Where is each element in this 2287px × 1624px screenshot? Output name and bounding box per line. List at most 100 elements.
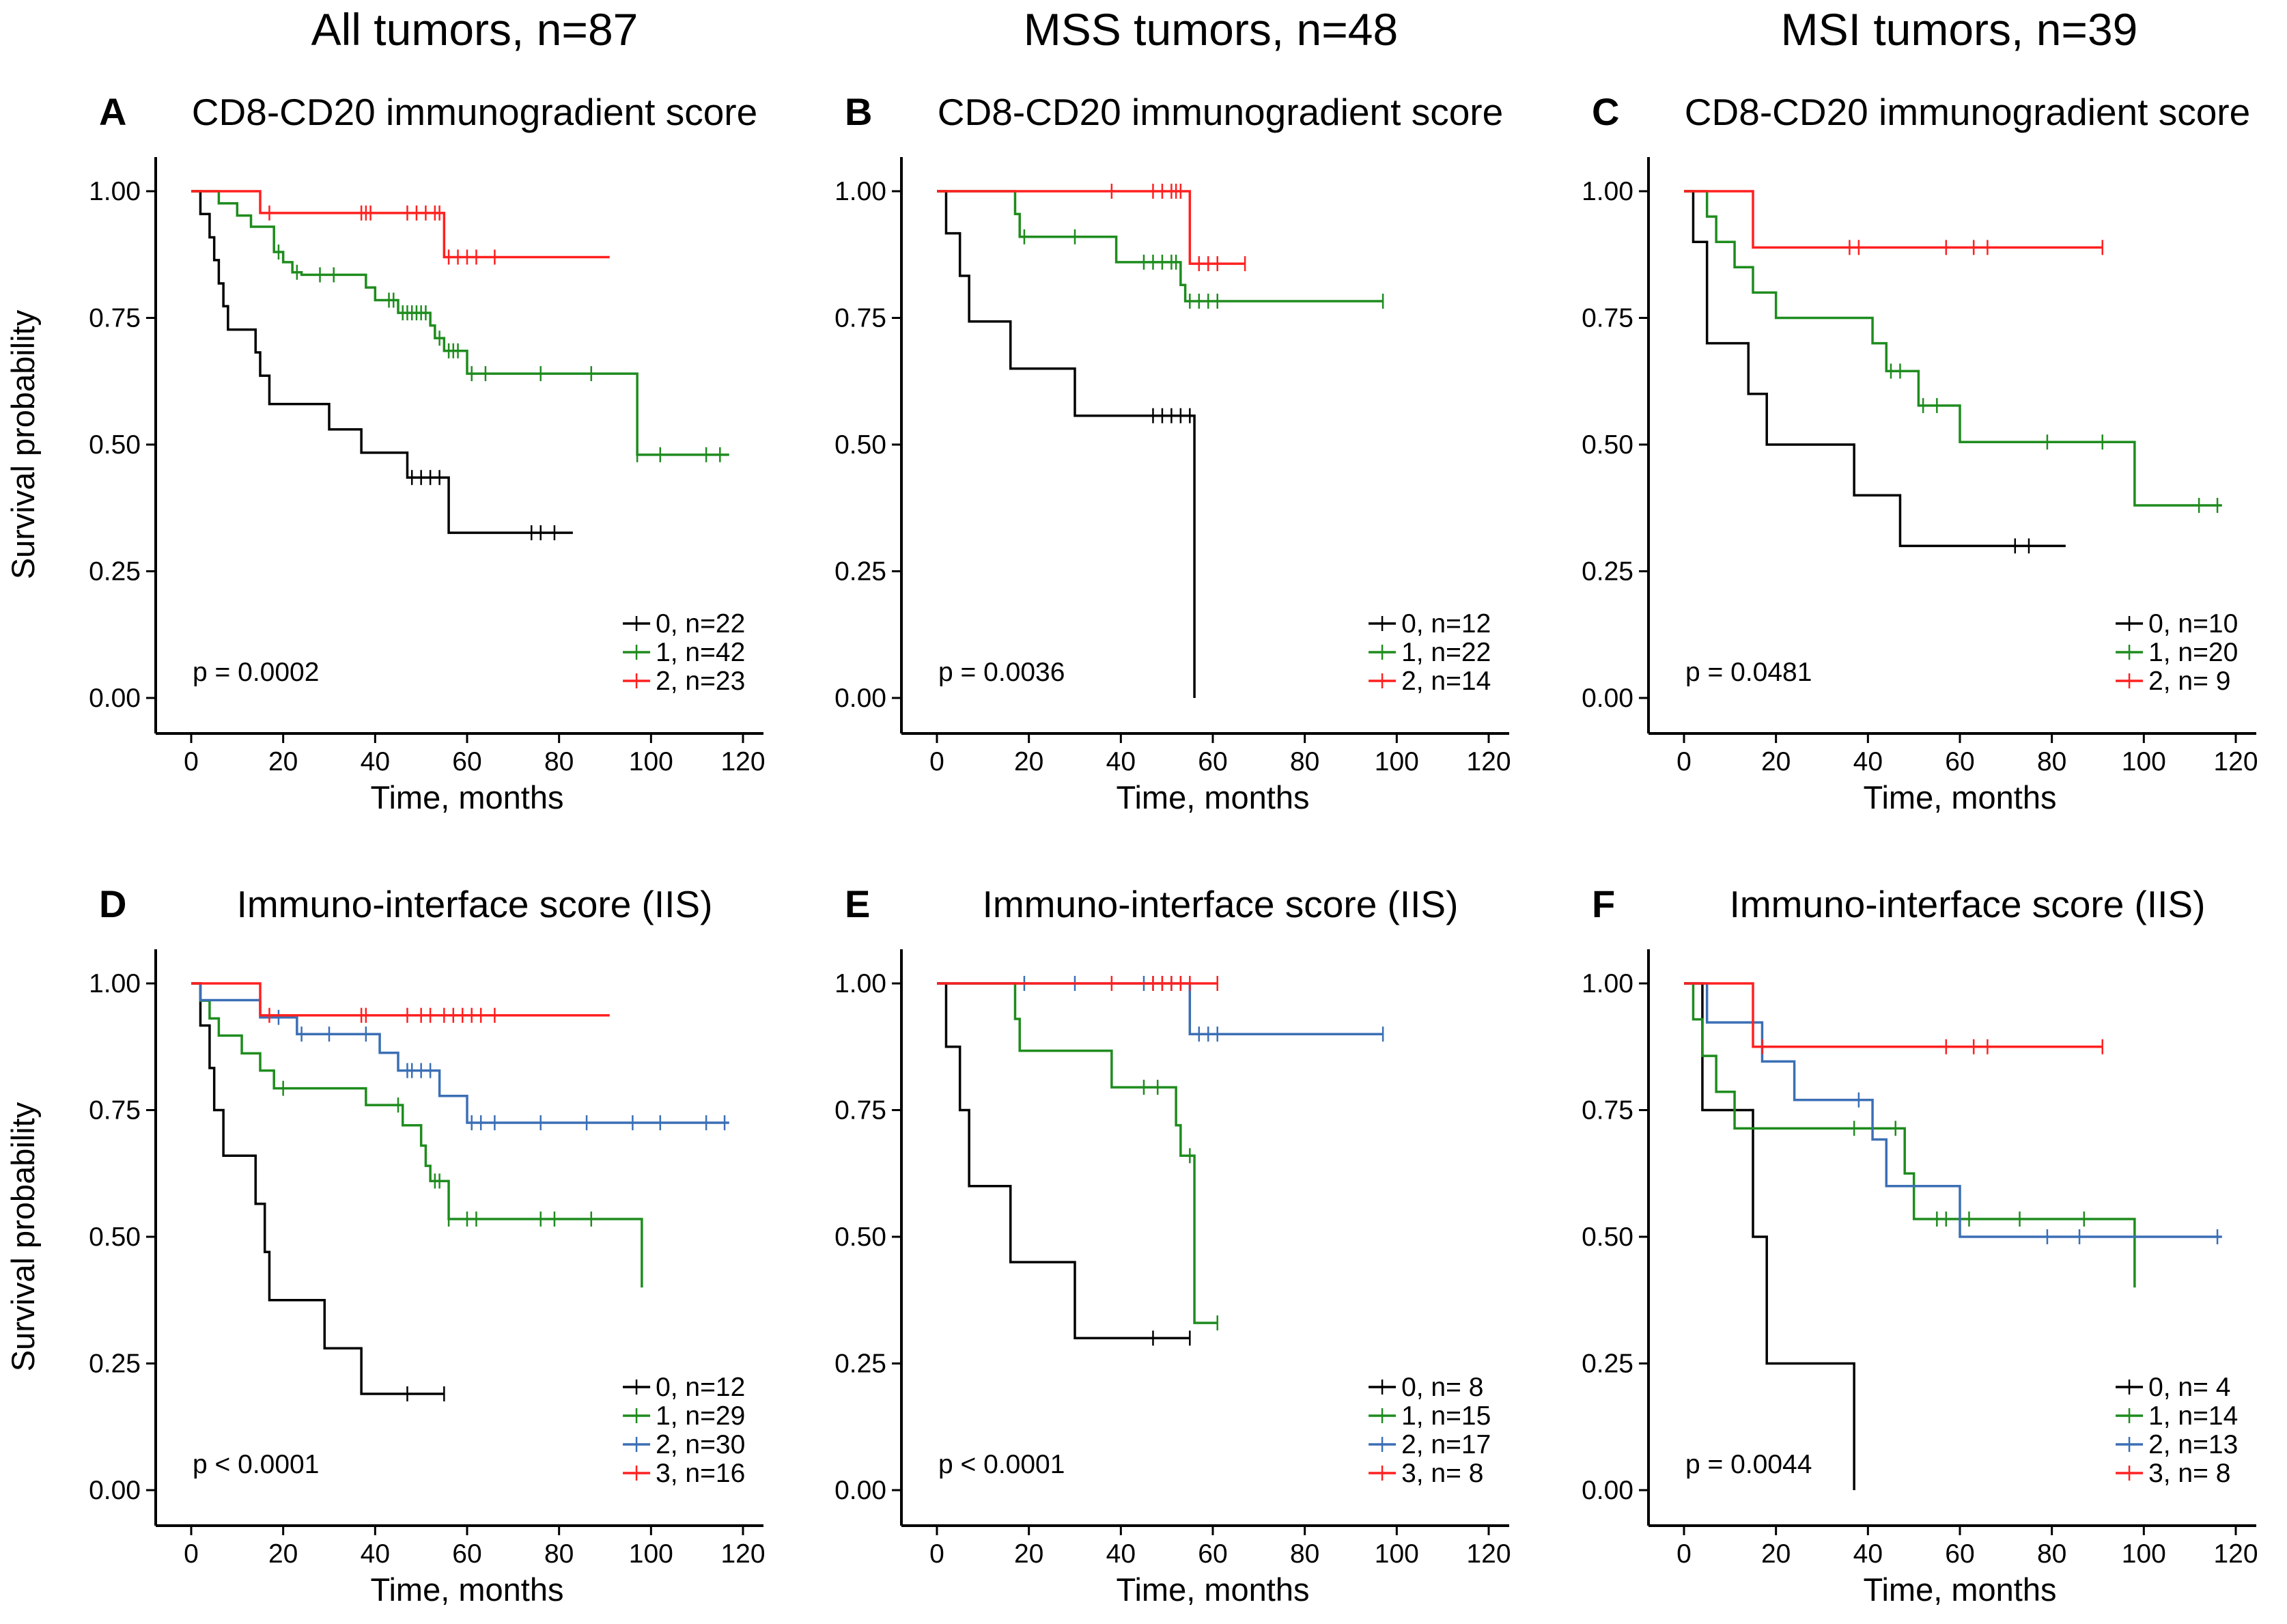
legend-label: 2, n=14 bbox=[1401, 667, 1491, 696]
survival-curve bbox=[191, 190, 610, 259]
x-tick-label: 60 bbox=[1198, 747, 1227, 776]
survival-curve bbox=[191, 190, 729, 456]
column-title-msi: MSI tumors, n=39 bbox=[1781, 4, 2138, 55]
panel-grid: A CD8-CD20 immunogradient score 0.00 0.25 0.… bbox=[5, 90, 2258, 1608]
x-tick-label: 0 bbox=[929, 747, 944, 776]
y-axis-label: Survival probability bbox=[5, 309, 41, 579]
y-tick-label: 0.25 bbox=[834, 1349, 886, 1379]
x-tick-label: 60 bbox=[1198, 1539, 1227, 1569]
survival-curve bbox=[1684, 982, 2103, 1048]
legend-label: 0, n= 4 bbox=[2148, 1373, 2230, 1402]
x-tick-label: 80 bbox=[544, 747, 574, 776]
p-value: p = 0.0036 bbox=[938, 658, 1065, 687]
legend-label: 1, n=22 bbox=[1401, 638, 1491, 667]
legend-label: 0, n=12 bbox=[1401, 609, 1491, 639]
x-tick-label: 120 bbox=[1466, 747, 1511, 776]
x-tick-label: 120 bbox=[720, 1539, 765, 1569]
x-tick-label: 40 bbox=[1106, 747, 1136, 776]
series-1 bbox=[1684, 190, 2222, 514]
x-tick-label: 120 bbox=[1466, 1539, 1511, 1569]
panel-letter: A bbox=[99, 90, 126, 133]
y-tick-label: 1.00 bbox=[1582, 969, 1633, 998]
y-tick-label: 0.50 bbox=[89, 430, 141, 460]
legend-label: 1, n=15 bbox=[1401, 1401, 1491, 1431]
p-value: p < 0.0001 bbox=[938, 1450, 1065, 1479]
x-tick-label: 120 bbox=[720, 747, 765, 776]
x-axis-label: Time, months bbox=[371, 1571, 564, 1608]
series-0 bbox=[937, 982, 1191, 1346]
x-axis-label: Time, months bbox=[371, 779, 564, 815]
survival-curve bbox=[1684, 982, 2136, 1288]
x-tick-label: 60 bbox=[1945, 1539, 1974, 1569]
y-tick-label: 0.50 bbox=[834, 430, 886, 460]
panel-c: C CD8-CD20 immunogradient score 0.00 0.25 0.… bbox=[1582, 90, 2258, 815]
survival-curve bbox=[191, 982, 610, 1017]
y-tick-label: 0.50 bbox=[89, 1222, 141, 1252]
y-tick-label: 1.00 bbox=[1582, 177, 1633, 206]
panel-letter: C bbox=[1592, 90, 1619, 133]
y-tick-label: 0.00 bbox=[834, 684, 886, 713]
survival-curve bbox=[191, 982, 729, 1124]
x-tick-label: 20 bbox=[268, 1539, 298, 1569]
x-tick-label: 40 bbox=[1853, 1539, 1883, 1569]
legend-label: 2, n=30 bbox=[656, 1430, 745, 1459]
survival-curve bbox=[937, 190, 1196, 698]
x-tick-label: 60 bbox=[1945, 747, 1974, 776]
x-axis-label: Time, months bbox=[1864, 779, 2057, 815]
x-tick-label: 20 bbox=[1014, 1539, 1043, 1569]
survival-curve bbox=[937, 190, 1384, 303]
x-tick-label: 20 bbox=[1014, 747, 1043, 776]
survival-curve bbox=[1684, 982, 2222, 1238]
legend-label: 2, n=23 bbox=[656, 667, 745, 696]
x-tick-label: 100 bbox=[1375, 1539, 1419, 1569]
x-tick-label: 0 bbox=[1676, 1539, 1692, 1569]
series-1 bbox=[1684, 982, 2136, 1288]
x-axis-label: Time, months bbox=[1117, 779, 1310, 815]
legend-label: 0, n= 8 bbox=[1401, 1373, 1483, 1402]
x-tick-label: 0 bbox=[929, 1539, 944, 1569]
p-value: p = 0.0044 bbox=[1685, 1450, 1812, 1479]
x-axis-label: Time, months bbox=[1117, 1571, 1310, 1608]
x-tick-label: 80 bbox=[1290, 1539, 1319, 1569]
legend-label: 3, n= 8 bbox=[1401, 1459, 1483, 1488]
x-axis-label: Time, months bbox=[1864, 1571, 2057, 1608]
panel-title: CD8-CD20 immunogradient score bbox=[1685, 91, 2250, 133]
y-tick-label: 0.75 bbox=[834, 304, 886, 333]
x-tick-label: 0 bbox=[184, 747, 199, 776]
panel-title: Immuno-interface score (IIS) bbox=[983, 883, 1459, 925]
series-3 bbox=[1684, 982, 2103, 1054]
x-tick-label: 120 bbox=[2213, 1539, 2258, 1569]
y-tick-label: 0.75 bbox=[1582, 304, 1633, 333]
legend-label: 1, n=20 bbox=[2148, 638, 2238, 667]
survival-curve bbox=[191, 190, 573, 534]
x-tick-label: 60 bbox=[452, 1539, 481, 1569]
series-1 bbox=[937, 982, 1218, 1331]
panel-b: B CD8-CD20 immunogradient score 0.00 0.25 0.… bbox=[834, 90, 1511, 815]
y-tick-label: 0.25 bbox=[1582, 557, 1633, 587]
y-tick-label: 0.25 bbox=[89, 1349, 141, 1379]
legend-label: 2, n= 9 bbox=[2148, 667, 2230, 696]
y-tick-label: 1.00 bbox=[834, 177, 886, 206]
series-1 bbox=[191, 190, 729, 462]
y-tick-label: 0.00 bbox=[89, 684, 141, 713]
x-tick-label: 40 bbox=[361, 1539, 390, 1569]
survival-curve bbox=[191, 982, 445, 1395]
y-tick-label: 0.50 bbox=[1582, 1222, 1633, 1252]
y-tick-label: 0.75 bbox=[89, 304, 141, 333]
series-3 bbox=[191, 982, 610, 1023]
x-tick-label: 40 bbox=[1106, 1539, 1136, 1569]
y-tick-label: 0.00 bbox=[1582, 1476, 1633, 1505]
legend-label: 0, n=12 bbox=[656, 1373, 745, 1402]
legend-label: 0, n=22 bbox=[656, 609, 745, 639]
series-3 bbox=[937, 976, 1218, 991]
x-tick-label: 100 bbox=[2122, 747, 2166, 776]
legend-label: 1, n=29 bbox=[656, 1401, 745, 1431]
panel-title: CD8-CD20 immunogradient score bbox=[192, 91, 757, 133]
survival-curve bbox=[191, 982, 643, 1288]
y-axis-label: Survival probability bbox=[5, 1102, 41, 1371]
x-tick-label: 20 bbox=[1761, 1539, 1791, 1569]
x-tick-label: 100 bbox=[629, 1539, 673, 1569]
y-tick-label: 0.50 bbox=[834, 1222, 886, 1252]
series-0 bbox=[937, 190, 1196, 698]
